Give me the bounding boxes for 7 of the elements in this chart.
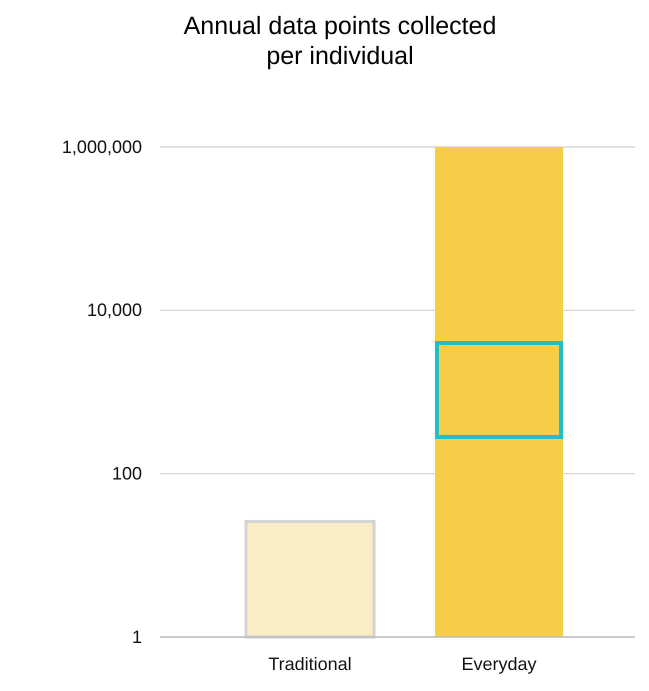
y-tick-label: 1,000,000 <box>62 136 142 157</box>
x-tick-label: Everyday <box>461 654 537 674</box>
y-tick-label: 1 <box>132 626 142 647</box>
x-tick-label: Traditional <box>268 654 352 674</box>
chart-title: Annual data points collected per individual <box>184 12 496 70</box>
y-tick-label: 10,000 <box>86 300 142 320</box>
y-tick-label: 100 <box>112 463 142 484</box>
